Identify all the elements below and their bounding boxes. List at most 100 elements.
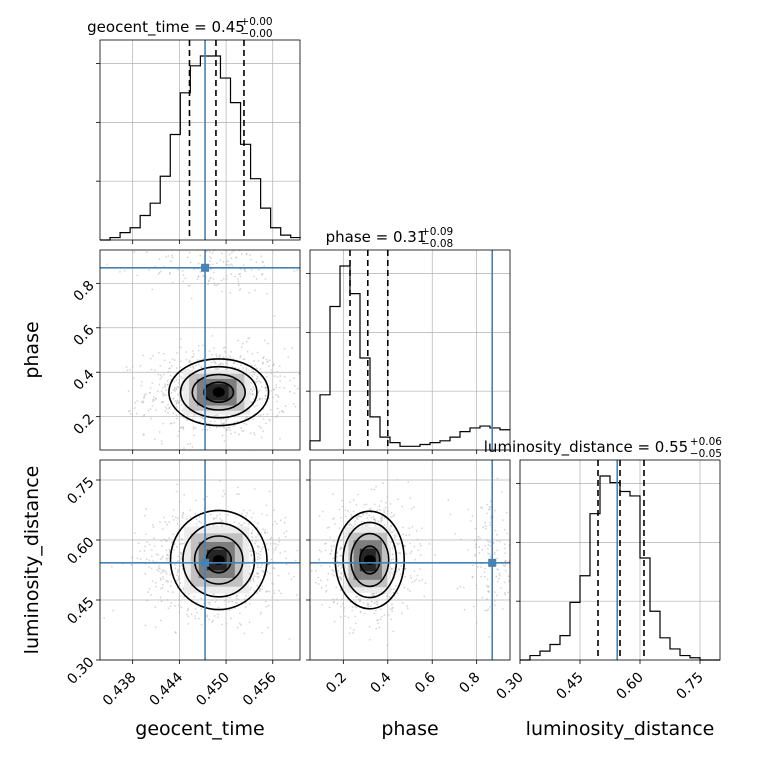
- scatter-point: [354, 622, 357, 625]
- scatter-point: [187, 285, 190, 287]
- scatter-point: [279, 379, 282, 382]
- scatter-point: [215, 517, 218, 520]
- scatter-point: [262, 430, 265, 433]
- scatter-point: [274, 375, 276, 378]
- scatter-point: [264, 278, 267, 281]
- scatter-point: [242, 264, 245, 267]
- scatter-point: [368, 638, 371, 641]
- scatter-point: [195, 518, 198, 521]
- scatter-point: [170, 422, 173, 425]
- scatter-point: [247, 337, 249, 340]
- scatter-point: [160, 600, 163, 602]
- scatter-point: [192, 425, 195, 428]
- scatter-point: [410, 507, 413, 510]
- contour-level: [350, 532, 390, 588]
- scatter-point: [176, 560, 179, 563]
- scatter-point: [240, 253, 243, 255]
- scatter-point: [294, 405, 297, 408]
- scatter-point: [335, 586, 338, 589]
- scatter-point: [152, 354, 154, 357]
- scatter-point: [499, 540, 502, 543]
- scatter-point: [512, 560, 514, 562]
- scatter-point: [260, 385, 263, 388]
- scatter-point: [167, 255, 170, 257]
- scatter-point: [403, 575, 406, 578]
- scatter-point: [503, 592, 506, 594]
- contour-level: [168, 358, 270, 427]
- scatter-point: [266, 375, 268, 378]
- scatter-point: [129, 412, 132, 415]
- scatter-point: [475, 584, 478, 587]
- scatter-point: [178, 599, 181, 602]
- scatter-point: [249, 254, 251, 256]
- scatter-point: [202, 498, 205, 501]
- scatter-point: [489, 605, 491, 608]
- scatter-point: [256, 558, 259, 561]
- scatter-point: [145, 533, 148, 536]
- scatter-point: [158, 271, 161, 274]
- scatter-point: [358, 515, 361, 518]
- scatter-point: [338, 527, 341, 530]
- scatter-point: [497, 577, 500, 580]
- scatter-point: [222, 346, 225, 349]
- scatter-point: [129, 368, 132, 371]
- scatter-point: [496, 549, 499, 552]
- scatter-point: [175, 490, 178, 493]
- scatter-point: [487, 544, 490, 546]
- scatter-point: [171, 254, 173, 257]
- scatter-point: [376, 619, 379, 622]
- scatter-point: [167, 557, 169, 560]
- scatter-point: [211, 252, 214, 255]
- scatter-point: [487, 540, 490, 543]
- scatter-point: [176, 574, 178, 577]
- scatter-point: [383, 509, 385, 511]
- scatter-point: [157, 351, 160, 354]
- scatter-point: [148, 391, 151, 394]
- scatter-point: [368, 523, 371, 525]
- scatter-point: [176, 399, 179, 402]
- scatter-point: [171, 281, 174, 284]
- scatter-point: [373, 612, 376, 615]
- scatter-point: [159, 558, 162, 560]
- scatter-point: [166, 384, 169, 386]
- scatter-point: [173, 386, 176, 389]
- scatter-point: [513, 614, 515, 616]
- scatter-point: [251, 353, 254, 355]
- scatter-point: [417, 549, 420, 551]
- scatter-point: [148, 269, 150, 272]
- scatter-point: [248, 621, 251, 624]
- scatter-point: [176, 522, 179, 525]
- scatter-point: [352, 631, 355, 634]
- scatter-point: [272, 566, 274, 569]
- scatter-point: [325, 584, 328, 587]
- scatter-point: [261, 588, 263, 591]
- scatter-point: [253, 488, 256, 490]
- scatter-point: [383, 614, 386, 617]
- scatter-point: [411, 581, 414, 583]
- scatter-point: [291, 347, 294, 350]
- scatter-point: [159, 378, 162, 380]
- scatter-point: [339, 588, 342, 591]
- scatter-point: [413, 570, 416, 573]
- scatter-point: [231, 365, 234, 368]
- scatter-point: [507, 591, 509, 594]
- scatter-point: [283, 348, 286, 350]
- scatter-point: [175, 387, 178, 390]
- scatter-point: [225, 263, 227, 266]
- scatter-point: [384, 506, 387, 509]
- panel-frame: [309, 459, 511, 661]
- scatter-point: [402, 526, 404, 529]
- scatter-point: [250, 554, 253, 556]
- histogram-phase: [309, 265, 510, 450]
- scatter-point: [249, 588, 252, 591]
- scatter-point: [259, 550, 262, 553]
- scatter-point: [191, 446, 194, 448]
- scatter-point: [386, 496, 389, 499]
- scatter-point: [317, 583, 320, 585]
- scatter-point: [197, 262, 200, 265]
- scatter-point: [187, 608, 189, 610]
- scatter-point: [164, 406, 167, 408]
- scatter-point: [332, 598, 334, 601]
- x-tick-label: 0.4: [368, 669, 395, 696]
- panel-title-text: phase = 0.31: [326, 228, 427, 246]
